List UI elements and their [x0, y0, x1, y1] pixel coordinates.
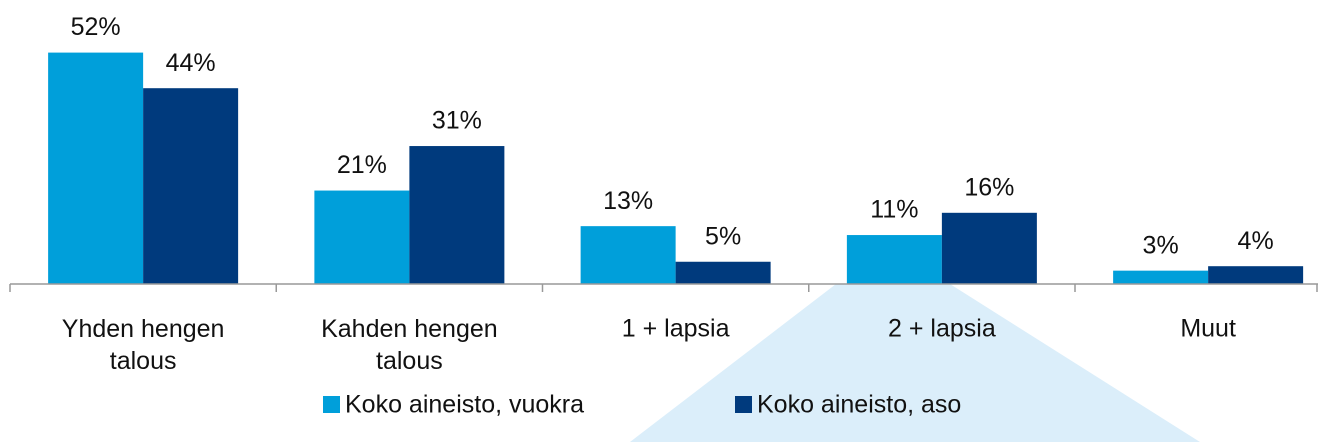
x-tick-label: 1 + lapsia — [622, 315, 730, 343]
value-label: 5% — [705, 222, 741, 250]
x-tick-label: 2 + lapsia — [888, 315, 996, 343]
legend-swatch — [735, 396, 752, 413]
bar — [846, 235, 942, 284]
value-label: 3% — [1143, 231, 1179, 259]
bar — [48, 52, 144, 284]
value-label: 4% — [1238, 227, 1274, 255]
value-label: 13% — [603, 187, 653, 215]
legend-swatch — [323, 396, 340, 413]
value-label: 16% — [964, 173, 1014, 201]
x-tick-label-line: talous — [110, 347, 177, 375]
bar — [675, 261, 771, 284]
bar — [409, 146, 505, 284]
bar — [314, 190, 410, 284]
bar — [580, 226, 676, 284]
x-tick-label: Muut — [1180, 315, 1236, 343]
x-tick-label-line: Yhden hengen — [62, 315, 225, 343]
bar — [143, 88, 239, 284]
value-label: 31% — [432, 107, 482, 135]
bar — [1113, 270, 1209, 284]
value-label: 44% — [166, 49, 216, 77]
value-label: 21% — [337, 151, 387, 179]
x-tick-label: Yhden hengen talous — [62, 315, 225, 375]
x-tick-label-line: Kahden hengen — [321, 315, 498, 343]
bar — [1208, 266, 1304, 284]
x-tick-label: Kahden hengen talous — [321, 315, 498, 375]
legend-label: Koko aineisto, aso — [757, 391, 961, 419]
legend-label: Koko aineisto, vuokra — [345, 391, 584, 419]
value-label: 11% — [870, 196, 918, 224]
callout-shape — [630, 284, 1200, 442]
bar — [941, 212, 1037, 284]
value-label: 52% — [71, 13, 121, 41]
x-tick-label-line: talous — [376, 347, 443, 375]
